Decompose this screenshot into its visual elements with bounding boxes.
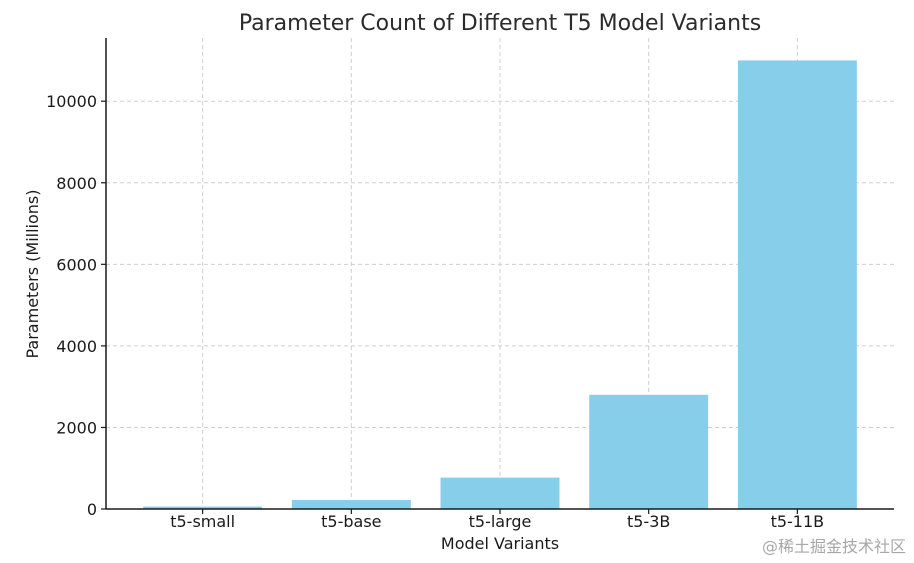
y-tick-label: 6000 xyxy=(56,255,97,274)
x-tick-label: t5-3B xyxy=(627,512,670,531)
y-tick-label: 4000 xyxy=(56,337,97,356)
y-tick-label: 10000 xyxy=(46,92,97,111)
bar-t5-base xyxy=(291,500,411,509)
x-tick-label: t5-base xyxy=(321,512,381,531)
watermark-text: @稀土掘金技术社区 xyxy=(762,537,906,556)
y-tick-label: 0 xyxy=(87,500,97,519)
tick-labels: 0 2000 4000 6000 8000 10000 t5-small t5-base t5-… xyxy=(46,92,824,531)
x-tick-label: t5-large xyxy=(469,512,532,531)
bar-t5-11B xyxy=(737,60,857,510)
chart-title: Parameter Count of Different T5 Model Va… xyxy=(239,11,761,36)
axes xyxy=(101,38,894,514)
x-tick-label: t5-small xyxy=(170,512,235,531)
x-tick-label: t5-11B xyxy=(771,512,825,531)
y-tick-label: 8000 xyxy=(56,174,97,193)
bar-t5-large xyxy=(440,477,560,509)
x-axis-label: Model Variants xyxy=(441,534,559,553)
y-tick-label: 2000 xyxy=(56,418,97,437)
bars xyxy=(143,60,857,510)
bar-t5-3B xyxy=(589,394,709,509)
y-axis-label: Parameters (Millions) xyxy=(23,190,42,359)
bar-t5-small xyxy=(143,506,263,509)
